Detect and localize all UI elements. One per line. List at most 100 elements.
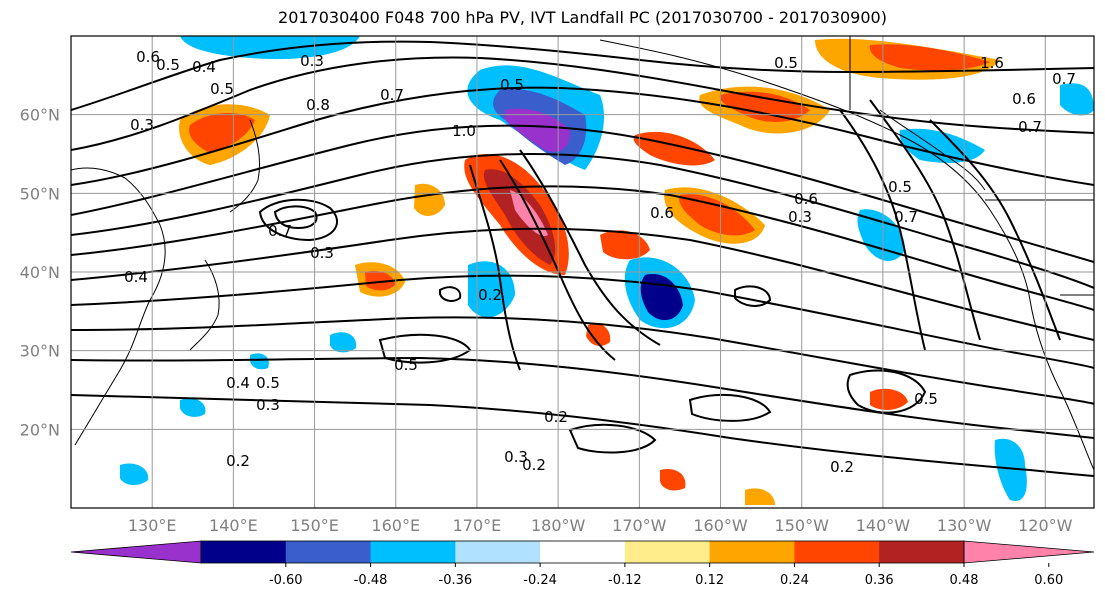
shade-blue-east <box>857 209 905 261</box>
shade-orange-south2 <box>660 468 686 491</box>
contour-label: 0.3 <box>504 448 528 466</box>
shade-red-gulf <box>679 194 755 236</box>
contour-label: 0.2 <box>478 286 502 304</box>
shade-pink-dateline <box>510 190 548 236</box>
shade-orange-south <box>745 488 775 505</box>
shade-orange-hawaii <box>870 388 908 410</box>
contour-line <box>839 109 926 351</box>
coastline-kamchatka <box>229 119 261 213</box>
contour-labels: 0.60.5 0.4 0.30.50.30.80.70.51.00.70.30.40… <box>124 48 1076 476</box>
shade-blue-west1 <box>120 463 149 486</box>
contour-label: 0.3 <box>300 52 324 70</box>
contour-label: 1.6 <box>980 54 1004 72</box>
colorbar-tick-label: 0.12 <box>695 573 725 588</box>
colorbar-extend-high <box>963 540 1095 564</box>
contour-label: 0.6 <box>136 48 160 66</box>
contour-line <box>568 423 657 454</box>
colorbar-segment <box>540 541 626 563</box>
shade-orange-sub1 <box>586 323 611 347</box>
colorbar-frame <box>200 540 965 564</box>
contour-label: 0.2 <box>544 408 568 426</box>
contour-label: 0.6 <box>1012 90 1036 108</box>
shade-red-mid2 <box>365 270 395 291</box>
contour-line <box>929 119 1061 341</box>
pv-contours <box>71 40 1094 477</box>
contour-label: 0.2 <box>830 458 854 476</box>
coastlines <box>71 36 1094 471</box>
contour-line <box>71 40 1094 111</box>
colorbar-segment <box>455 541 541 563</box>
colorbar-segment <box>624 541 711 563</box>
colorbar-segment <box>879 541 965 563</box>
shade-orange-mid1 <box>600 230 650 260</box>
shade-blue-se <box>994 438 1027 501</box>
contour-line <box>71 316 1094 405</box>
contour-label: 0.3 <box>130 116 154 134</box>
latitude-tick-labels: 60°N 50°N 40°N 30°N 20°N <box>20 106 60 440</box>
contour-label: 0.4 <box>226 374 250 392</box>
lat-tick-label: 60°N <box>20 106 60 125</box>
lon-tick-label: 160°W <box>693 516 748 535</box>
contour-line <box>71 274 1094 369</box>
colorbar-extend-low <box>70 540 202 564</box>
contour-label: 0.5 <box>888 178 912 196</box>
lon-tick-label: 150°E <box>290 516 339 535</box>
contour-line <box>519 149 661 346</box>
contour-label: 0.7 <box>268 222 292 240</box>
lon-tick-label: 160°E <box>371 516 420 535</box>
contour-line <box>71 227 1094 341</box>
lon-tick-label: 120°W <box>1018 516 1073 535</box>
contour-label: 0.5 <box>394 356 418 374</box>
coastline-namerica <box>989 209 1094 471</box>
contour-line <box>71 56 1094 151</box>
colorbar-tick-label: -0.48 <box>353 573 388 588</box>
contour-line <box>869 99 981 341</box>
contour-line <box>71 124 1094 263</box>
colorbar-tick-label: 0.60 <box>1034 573 1064 588</box>
contour-line <box>469 164 521 371</box>
contour-label: 0.2 <box>226 452 250 470</box>
contour-line <box>258 198 339 242</box>
coastline-canada-west <box>879 109 986 191</box>
coastline-asia <box>71 167 166 446</box>
contour-label: 0.8 <box>306 96 330 114</box>
colorbar-segment <box>201 541 287 563</box>
colorbar-segment <box>370 541 456 563</box>
contour-label: 0.2 <box>522 456 546 474</box>
contour-label: 0.5 <box>210 80 234 98</box>
lon-tick-label: 140°W <box>856 516 911 535</box>
contour-line <box>734 285 772 307</box>
shade-blue-sub3 <box>250 353 269 370</box>
shade-orange-caribou <box>414 183 445 216</box>
lat-tick-label: 20°N <box>20 420 60 439</box>
contour-label: 0.3 <box>788 208 812 226</box>
colorbar-segment <box>709 541 795 563</box>
contour-line <box>846 369 927 414</box>
contour-label: 0.7 <box>380 86 404 104</box>
contour-line <box>71 356 1094 439</box>
graticule <box>71 36 1094 508</box>
contour-label: 0.5 <box>774 54 798 72</box>
contour-label: 1.0 <box>452 122 476 140</box>
map-title: 2017030400 F048 700 hPa PV, IVT Landfall… <box>278 8 887 27</box>
contour-label: 0.5 <box>156 56 180 74</box>
contour-label: 0.3 <box>310 244 334 262</box>
colorbar-tick-label: -0.60 <box>268 573 303 588</box>
colorbar-segment <box>285 541 372 563</box>
lon-tick-label: 130°W <box>937 516 992 535</box>
coastline-alaska <box>599 39 991 211</box>
colorbar-tick-label: -0.24 <box>523 573 557 588</box>
contour-label: 0.5 <box>914 390 938 408</box>
contour-label: 0.3 <box>256 396 280 414</box>
colorbar-tick-label: 0.48 <box>949 573 979 588</box>
contour-label: 0.7 <box>894 208 918 226</box>
shade-purple-bering-inner <box>505 108 570 152</box>
contour-label: 0.4 <box>192 58 216 76</box>
shade-red-ne <box>869 44 990 71</box>
lat-tick-label: 40°N <box>20 263 60 282</box>
lat-tick-label: 50°N <box>20 184 60 203</box>
contour-label: 0.7 <box>1018 118 1042 136</box>
lon-tick-label: 130°E <box>128 516 177 535</box>
contour-label: 0.6 <box>650 204 674 222</box>
contour-line <box>71 185 1094 311</box>
